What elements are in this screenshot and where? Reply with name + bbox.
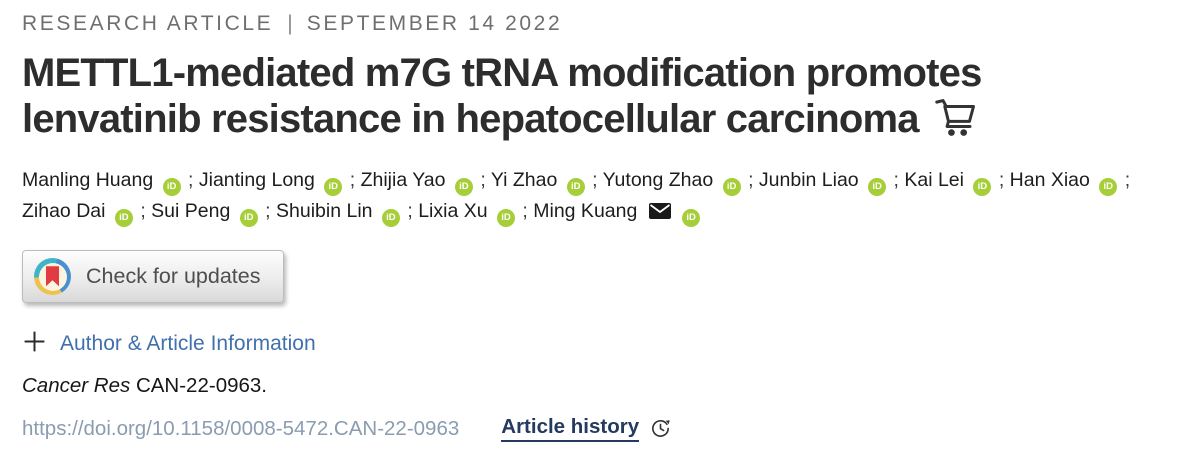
orcid-icon[interactable]: iD [324,177,343,196]
author-link[interactable]: Ming Kuang [533,199,638,222]
orcid-icon[interactable]: iD [496,208,515,227]
author-separator: ; [188,168,199,191]
check-for-updates-label: Check for updates [86,264,261,289]
author-link[interactable]: Sui Peng [151,199,231,222]
author-separator: ; [407,199,419,222]
orcid-icon[interactable]: iD [381,208,400,227]
check-for-updates-button[interactable]: Check for updates [22,250,284,304]
email-icon[interactable] [648,198,671,228]
page-title: METTL1-mediated m7G tRNA modification pr… [22,50,1168,149]
orcid-icon[interactable]: iD [162,177,181,196]
author-link[interactable]: Manling Huang [22,168,154,191]
author-list: Manling Huang iD ; Jianting Long iD ; Zh… [22,165,1168,228]
orcid-icon[interactable]: iD [114,208,133,227]
author-separator: ; [522,199,534,222]
article-header: RESEARCH ARTICLE | SEPTEMBER 14 2022 MET… [22,12,1168,443]
author-separator: ; [893,168,905,191]
author-separator: ; [265,199,276,222]
orcid-icon[interactable]: iD [566,177,585,196]
author-separator: ; [140,199,152,222]
author-separator: ; [480,168,491,191]
author-link[interactable]: Zihao Dai [22,199,106,222]
article-type-label: RESEARCH ARTICLE [22,12,274,35]
title-line-2-wrap: lenvatinib resistance in hepatocellular … [22,96,1168,148]
plus-icon [22,329,47,359]
orcid-icon[interactable]: iD [868,177,887,196]
author-link[interactable]: Yi Zhao [490,168,558,191]
orcid-icon[interactable]: iD [1099,177,1118,196]
crossmark-icon [34,258,71,296]
author-link[interactable]: Zhijia Yao [360,168,446,191]
author-link[interactable]: Han Xiao [1009,168,1090,191]
author-link[interactable]: Shuibin Lin [276,199,373,222]
author-link[interactable]: Junbin Liao [758,168,859,191]
journal-name: Cancer Res [22,374,131,398]
doi-row: https://doi.org/10.1158/0008-5472.CAN-22… [22,415,1168,443]
author-link[interactable]: Lixia Xu [418,199,488,222]
orcid-icon[interactable]: iD [682,208,701,227]
author-link[interactable]: Yutong Zhao [602,168,714,191]
publish-date: SEPTEMBER 14 2022 [306,12,563,35]
orcid-icon[interactable]: iD [722,177,741,196]
author-separator: ; [1124,168,1131,191]
crossmark-bookmark [46,266,59,287]
doi-link[interactable]: https://doi.org/10.1158/0008-5472.CAN-22… [22,416,460,440]
article-type-banner: RESEARCH ARTICLE | SEPTEMBER 14 2022 [22,12,1168,36]
title-line-2: lenvatinib resistance in hepatocellular … [22,97,920,142]
orcid-icon[interactable]: iD [454,177,473,196]
author-separator: ; [349,168,361,191]
citation: Cancer Res CAN-22-0963. [22,374,1168,398]
author-separator: ; [998,168,1010,191]
add-to-cart-icon[interactable] [933,96,979,148]
divider: | [287,12,293,35]
author-separator: ; [748,168,759,191]
author-article-info-toggle[interactable]: Author & Article Information [22,329,316,359]
author-article-info-link[interactable]: Author & Article Information [60,332,316,356]
history-clock-icon [649,417,672,440]
orcid-icon[interactable]: iD [239,208,258,227]
title-line-1: METTL1-mediated m7G tRNA modification pr… [22,51,982,95]
author-link[interactable]: Kai Lei [904,168,964,191]
orcid-icon[interactable]: iD [973,177,992,196]
article-history-link[interactable]: Article history [501,415,640,443]
article-history-label: Article history [501,415,640,439]
manuscript-id: CAN-22-0963. [135,374,267,398]
author-separator: ; [592,168,603,191]
author-link[interactable]: Jianting Long [198,168,315,191]
